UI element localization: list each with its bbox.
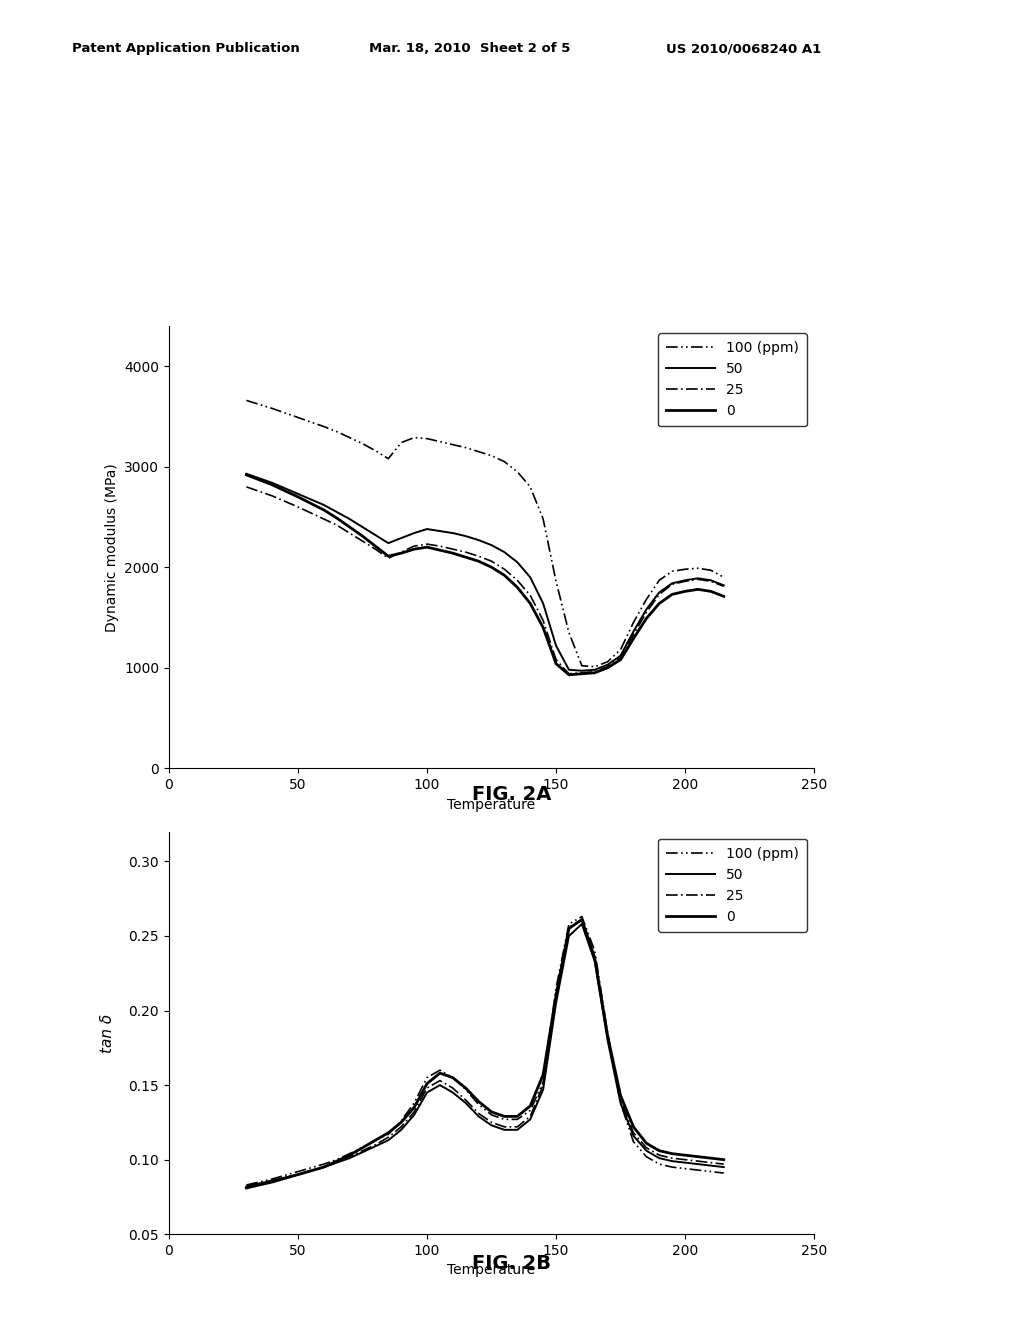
X-axis label: Temperature: Temperature: [447, 1263, 536, 1278]
Legend: 100 (ppm), 50, 25, 0: 100 (ppm), 50, 25, 0: [657, 838, 807, 932]
Text: Patent Application Publication: Patent Application Publication: [72, 42, 299, 55]
Text: Mar. 18, 2010  Sheet 2 of 5: Mar. 18, 2010 Sheet 2 of 5: [369, 42, 570, 55]
X-axis label: Temperature: Temperature: [447, 797, 536, 812]
Legend: 100 (ppm), 50, 25, 0: 100 (ppm), 50, 25, 0: [657, 333, 807, 426]
Text: US 2010/0068240 A1: US 2010/0068240 A1: [666, 42, 821, 55]
Y-axis label: Dynamic modulus (MPa): Dynamic modulus (MPa): [104, 463, 119, 631]
Text: FIG. 2B: FIG. 2B: [472, 1254, 552, 1272]
Text: FIG. 2A: FIG. 2A: [472, 785, 552, 804]
Y-axis label: tan δ: tan δ: [99, 1014, 115, 1052]
